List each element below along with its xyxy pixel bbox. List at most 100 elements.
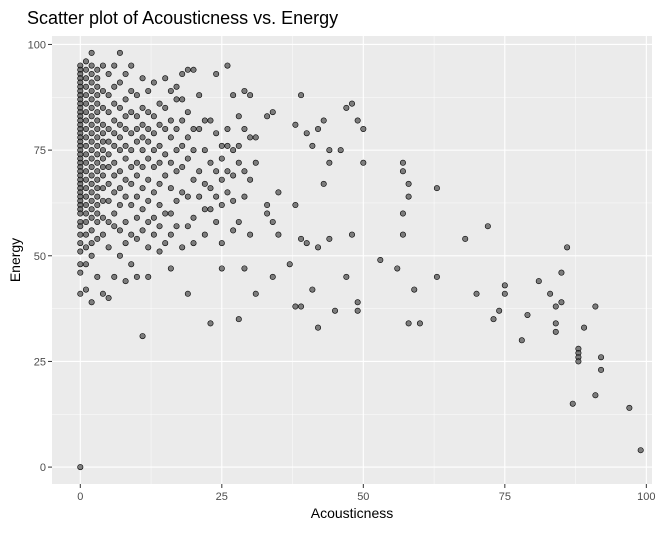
scatter-point	[207, 320, 214, 327]
scatter-point	[88, 96, 95, 103]
scatter-point	[94, 151, 101, 158]
scatter-point	[247, 231, 254, 238]
scatter-point	[88, 252, 95, 259]
scatter-point	[224, 125, 231, 132]
scatter-point	[145, 244, 152, 251]
scatter-point	[105, 109, 112, 116]
scatter-point	[111, 142, 118, 149]
scatter-point	[82, 286, 89, 293]
scatter-point	[99, 155, 106, 162]
scatter-point	[111, 130, 118, 137]
scatter-point	[343, 273, 350, 280]
scatter-point	[247, 134, 254, 141]
data-points	[77, 49, 644, 471]
scatter-point	[275, 231, 282, 238]
scatter-point	[303, 130, 310, 137]
scatter-point	[269, 273, 276, 280]
scatter-point	[213, 168, 220, 175]
scatter-point	[145, 109, 152, 116]
scatter-point	[105, 218, 112, 225]
scatter-point	[111, 159, 118, 166]
scatter-point	[184, 109, 191, 116]
scatter-point	[592, 303, 599, 310]
scatter-point	[173, 96, 180, 103]
scatter-point	[116, 121, 123, 128]
scatter-point	[167, 159, 174, 166]
scatter-point	[99, 138, 106, 145]
scatter-point	[133, 214, 140, 221]
scatter-point	[399, 159, 406, 166]
x-tick-label: 0	[77, 491, 83, 503]
scatter-point	[190, 176, 197, 183]
scatter-point	[252, 290, 259, 297]
scatter-point	[82, 185, 89, 192]
scatter-point	[94, 125, 101, 132]
scatter-point	[99, 121, 106, 128]
scatter-point	[94, 109, 101, 116]
scatter-point	[88, 138, 95, 145]
scatter-point	[292, 303, 299, 310]
scatter-point	[122, 155, 129, 162]
scatter-point	[354, 299, 361, 306]
scatter-point	[88, 299, 95, 306]
scatter-point	[337, 147, 344, 154]
scatter-point	[99, 87, 106, 94]
scatter-point	[581, 324, 588, 331]
scatter-point	[235, 218, 242, 225]
scatter-point	[241, 265, 248, 272]
scatter-point	[82, 159, 89, 166]
scatter-point	[77, 464, 84, 471]
scatter-point	[230, 92, 237, 99]
scatter-point	[552, 303, 559, 310]
scatter-point	[88, 49, 95, 56]
scatter-point	[247, 176, 254, 183]
scatter-point	[558, 269, 565, 276]
scatter-point	[150, 130, 157, 137]
scatter-point	[88, 214, 95, 221]
scatter-point	[94, 83, 101, 90]
scatter-point	[264, 113, 271, 120]
scatter-point	[179, 96, 186, 103]
scatter-point	[94, 75, 101, 82]
scatter-point	[133, 92, 140, 99]
scatter-point	[150, 231, 157, 238]
scatter-point	[99, 197, 106, 204]
scatter-point	[82, 210, 89, 217]
scatter-point	[88, 130, 95, 137]
x-tick-label: 50	[357, 491, 369, 503]
scatter-point	[167, 210, 174, 217]
scatter-point	[150, 79, 157, 86]
scatter-point	[230, 147, 237, 154]
scatter-point	[320, 180, 327, 187]
scatter-point	[133, 172, 140, 179]
scatter-point	[179, 71, 186, 78]
scatter-point	[133, 159, 140, 166]
y-axis-title: Energy	[7, 238, 23, 282]
plot-panel	[52, 36, 652, 484]
scatter-point	[105, 164, 112, 171]
scatter-point	[122, 176, 129, 183]
scatter-point	[94, 142, 101, 149]
scatter-point	[116, 252, 123, 259]
scatter-point	[111, 210, 118, 217]
scatter-point	[637, 447, 644, 454]
scatter-point	[235, 113, 242, 120]
scatter-point	[354, 307, 361, 314]
scatter-point	[230, 227, 237, 234]
scatter-point	[105, 138, 112, 145]
scatter-point	[252, 159, 259, 166]
scatter-point	[315, 125, 322, 132]
scatter-point	[213, 130, 220, 137]
scatter-point	[275, 189, 282, 196]
scatter-point	[133, 193, 140, 200]
x-tick-label: 100	[637, 491, 655, 503]
scatter-point	[354, 117, 361, 124]
y-tick-label: 0	[40, 462, 46, 474]
scatter-point	[213, 218, 220, 225]
x-axis-title: Acousticness	[311, 505, 393, 521]
scatter-point	[196, 193, 203, 200]
scatter-point	[94, 202, 101, 209]
scatter-point	[105, 151, 112, 158]
scatter-point	[128, 87, 135, 94]
scatter-point	[201, 180, 208, 187]
